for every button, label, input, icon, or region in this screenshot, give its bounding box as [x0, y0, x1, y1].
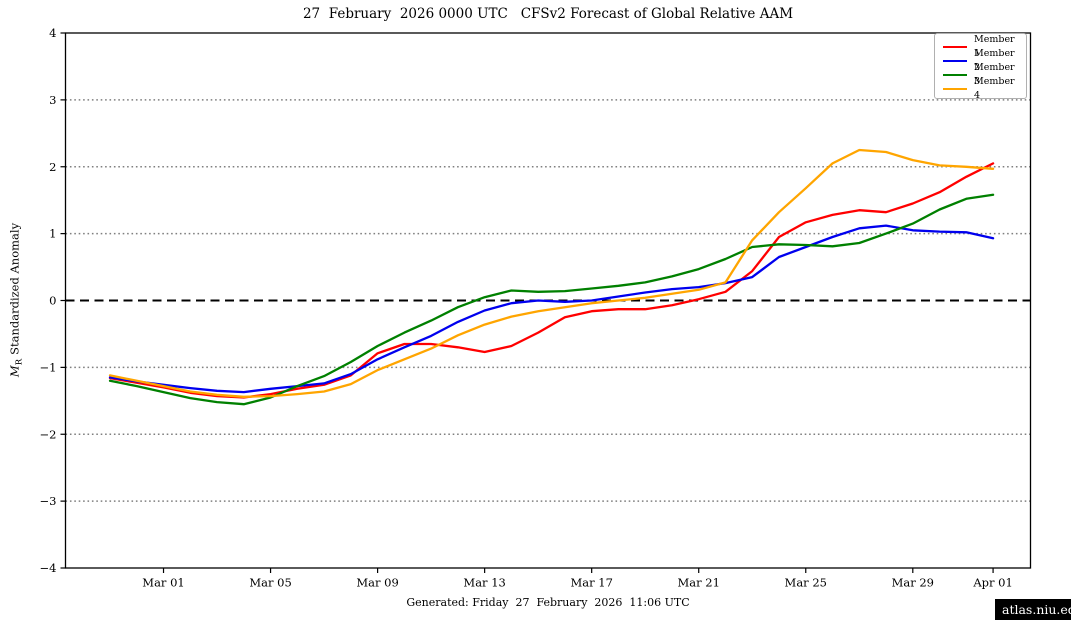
- legend-label: Member 1: [974, 34, 1015, 59]
- y-tick-label: 3: [49, 93, 56, 107]
- legend-item-member-1: Member 1: [943, 34, 1022, 59]
- legend-item-member-2: Member 2: [943, 48, 1022, 73]
- y-tick-label: −2: [40, 427, 57, 441]
- y-tick-label: −4: [40, 561, 57, 575]
- x-tick-label: Mar 13: [463, 576, 505, 590]
- y-tick-label: −1: [40, 360, 57, 374]
- series-line-member-2: [108, 224, 995, 394]
- series-line-member-3: [108, 193, 995, 406]
- x-tick-label: Mar 25: [785, 576, 827, 590]
- legend-label: Member 2: [974, 48, 1015, 73]
- legend-label: Member 4: [974, 76, 1015, 101]
- x-tick-label: Mar 21: [678, 576, 720, 590]
- x-tick-label: Mar 17: [570, 576, 612, 590]
- x-tick-label: Mar 29: [892, 576, 934, 590]
- y-tick-label: 2: [49, 160, 56, 174]
- site-badge: atlas.niu.edu: [995, 599, 1071, 620]
- legend-swatch-member-2: [943, 59, 967, 63]
- legend-item-member-3: Member 3: [943, 62, 1022, 87]
- x-tick-label: Apr 01: [972, 576, 1012, 590]
- legend-item-member-4: Member 4: [943, 76, 1022, 101]
- x-tick-label: Mar 05: [249, 576, 291, 590]
- x-tick-label: Mar 09: [356, 576, 398, 590]
- generated-timestamp: Generated: Friday 27 February 2026 11:06…: [406, 596, 690, 609]
- y-tick-label: 4: [49, 26, 56, 40]
- y-tick-label: 1: [49, 227, 56, 241]
- chart-title: 27 February 2026 0000 UTC CFSv2 Forecast…: [302, 6, 794, 22]
- legend-label: Member 3: [974, 62, 1015, 87]
- legend: Member 1 Member 2 Member 3 Member 4: [934, 33, 1027, 101]
- series-line-member-4: [108, 148, 995, 398]
- y-tick-label: 0: [49, 294, 56, 308]
- series-line-member-1: [108, 162, 995, 399]
- y-tick-label: −3: [40, 494, 57, 508]
- x-tick-label: Mar 01: [142, 576, 184, 590]
- legend-swatch-member-4: [943, 87, 967, 91]
- legend-swatch-member-3: [943, 73, 967, 77]
- legend-swatch-member-1: [943, 45, 967, 49]
